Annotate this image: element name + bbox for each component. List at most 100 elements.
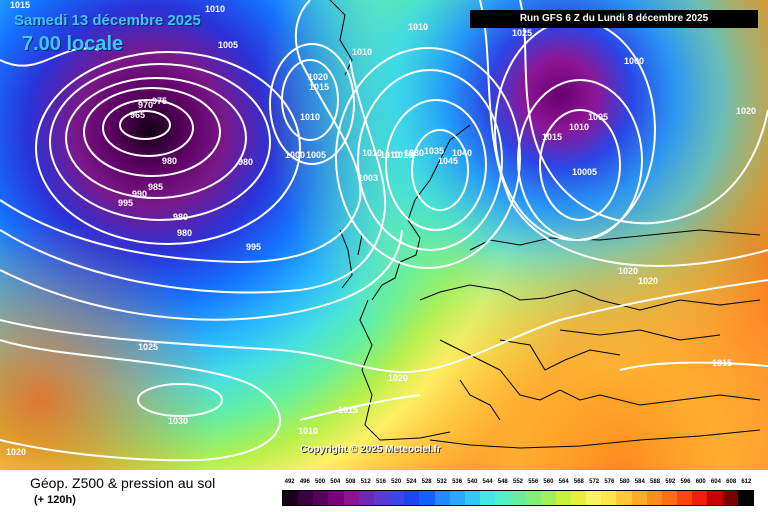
- scale-label: 516: [375, 479, 386, 485]
- scale-cell: [464, 491, 481, 505]
- isobar-label: 1025: [138, 342, 158, 352]
- isobar-label: 1025: [512, 28, 532, 38]
- scale-label: 508: [345, 479, 356, 485]
- isobar-label: 985: [148, 182, 163, 192]
- scale-label: 536: [452, 479, 463, 485]
- scale-cell: [373, 491, 390, 505]
- isobar-label: 1020: [6, 447, 26, 457]
- model-run-label: Run GFS 6 Z du Lundi 8 décembre 2025: [470, 10, 758, 28]
- isobar-label: 980: [177, 228, 192, 238]
- scale-cell: [601, 491, 617, 505]
- scale-cell: [737, 491, 753, 505]
- isobar-label: 980: [238, 157, 253, 167]
- scale-cell: [343, 491, 359, 505]
- isobar-label: 1020: [308, 72, 328, 82]
- isobar-label: 975: [152, 96, 167, 106]
- scale-cell: [495, 491, 511, 505]
- isobar-label: 1010: [393, 150, 413, 160]
- isobar-label: 1040: [452, 148, 472, 158]
- isobar-label: 1030: [168, 416, 188, 426]
- scale-cell: [298, 491, 314, 505]
- scale-label: 596: [680, 479, 691, 485]
- scale-label: 532: [436, 479, 447, 485]
- scale-label: 524: [406, 479, 417, 485]
- forecast-time: 7.00 locale: [22, 33, 124, 55]
- scale-label: 600: [695, 479, 706, 485]
- scale-label: 584: [634, 479, 645, 485]
- isobar-label: 1010: [298, 426, 318, 436]
- scale-label: 572: [589, 479, 600, 485]
- scale-label: 512: [360, 479, 371, 485]
- scale-label: 500: [315, 479, 326, 485]
- isobar-label: 1010: [205, 4, 225, 14]
- scale-label: 608: [726, 479, 737, 485]
- isobar-label: 1005: [306, 150, 326, 160]
- isobar-label: 990: [132, 189, 147, 199]
- scale-label: 548: [497, 479, 508, 485]
- scale-cell: [358, 491, 374, 505]
- scale-label: 540: [467, 479, 478, 485]
- scale-label: 520: [391, 479, 402, 485]
- isobar-label: 1010: [362, 148, 382, 158]
- scale-label: 576: [604, 479, 615, 485]
- forecast-date: Samedi 13 décembre 2025: [14, 12, 201, 29]
- isobar-label: 1015: [309, 82, 329, 92]
- isobar-label: 1020: [618, 266, 638, 276]
- isobar-label: 1030: [404, 148, 424, 158]
- scale-label: 604: [710, 479, 721, 485]
- isobar-label: 1020: [638, 276, 658, 286]
- isobar-label: 1005: [218, 40, 238, 50]
- scale-cell: [631, 491, 647, 505]
- scale-label: 560: [543, 479, 554, 485]
- isobar-labels: 1015 101010059759709659809859909959809809…: [6, 0, 756, 457]
- isobar-label: 1015: [542, 132, 562, 142]
- scale-cell: [692, 491, 708, 505]
- isobar-label: 1015: [10, 0, 30, 10]
- scale-label: 564: [558, 479, 569, 485]
- isobar-label: 970: [138, 100, 153, 110]
- scale-cell: [328, 491, 344, 505]
- scale-cell: [449, 491, 465, 505]
- scale-cell: [480, 491, 496, 505]
- scale-label: 580: [619, 479, 630, 485]
- color-scale-labels: 492 496 500 504 508 512 516 520 524 528 532 536 540 5…: [282, 479, 754, 488]
- scale-cell: [313, 491, 329, 505]
- scale-label: 568: [573, 479, 584, 485]
- scale-label: 612: [741, 479, 752, 485]
- isobar-label: 1005: [588, 112, 608, 122]
- scale-label: 592: [665, 479, 676, 485]
- scale-cell: [661, 491, 678, 505]
- isobar-label: 1000: [624, 56, 644, 66]
- scale-label: 496: [299, 479, 310, 485]
- scale-cell: [722, 491, 738, 505]
- isobar-label: 995: [246, 242, 261, 252]
- isobar-label: 1015: [712, 358, 732, 368]
- scale-cell: [510, 491, 526, 505]
- isobar-label: 1010: [408, 22, 428, 32]
- isobar-label: 980: [162, 156, 177, 166]
- scale-cell: [434, 491, 450, 505]
- isobar-label: 1015: [338, 405, 358, 415]
- isobar-label: 1010: [300, 112, 320, 122]
- scale-cell: [707, 491, 723, 505]
- legend-footer: Géop. Z500 & pression au sol (+ 120h) 49…: [0, 470, 768, 512]
- isobar-label: 1010: [569, 122, 589, 132]
- scale-cell: [586, 491, 602, 505]
- scale-cell: [646, 491, 662, 505]
- scale-cell: [525, 491, 541, 505]
- isobar-label: 995: [118, 198, 133, 208]
- scale-cell: [570, 491, 587, 505]
- scale-label: 588: [650, 479, 661, 485]
- scale-cell: [677, 491, 693, 505]
- isobar-label: 1000: [285, 150, 305, 160]
- isobar-label: 1020: [388, 373, 408, 383]
- isobar-label: 1035: [424, 146, 444, 156]
- isobar-label: 1020: [736, 106, 756, 116]
- isobar-label: 1003: [358, 173, 378, 183]
- scale-label: 504: [330, 479, 341, 485]
- scale-cell: [540, 491, 556, 505]
- color-scale-bar: [282, 490, 754, 506]
- scale-label: 492: [284, 479, 295, 485]
- scale-label: 556: [528, 479, 539, 485]
- scale-cell: [419, 491, 435, 505]
